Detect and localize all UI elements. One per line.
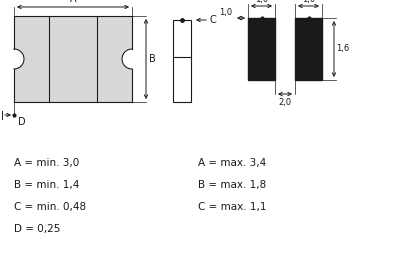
Text: D: D (18, 117, 26, 127)
Text: C = max. 1,1: C = max. 1,1 (198, 202, 266, 212)
Text: 1,6: 1,6 (336, 44, 349, 54)
Text: C: C (210, 15, 217, 25)
Polygon shape (14, 49, 24, 69)
Polygon shape (122, 49, 132, 69)
Text: B = min. 1,4: B = min. 1,4 (14, 180, 79, 190)
Text: C = min. 0,48: C = min. 0,48 (14, 202, 86, 212)
Text: B: B (149, 54, 156, 64)
Text: D = 0,25: D = 0,25 (14, 224, 60, 234)
Text: A = max. 3,4: A = max. 3,4 (198, 158, 266, 168)
Text: 1,0: 1,0 (302, 0, 315, 4)
Text: A = min. 3,0: A = min. 3,0 (14, 158, 79, 168)
Text: B = max. 1,8: B = max. 1,8 (198, 180, 266, 190)
Bar (173, 20, 191, 102)
Text: A: A (70, 0, 76, 4)
Text: 1,0: 1,0 (255, 0, 268, 4)
Bar (14, 16, 132, 102)
Bar (295, 18, 322, 80)
Text: 1,0: 1,0 (219, 8, 232, 17)
Bar (248, 18, 275, 80)
Text: 2,0: 2,0 (278, 98, 292, 107)
